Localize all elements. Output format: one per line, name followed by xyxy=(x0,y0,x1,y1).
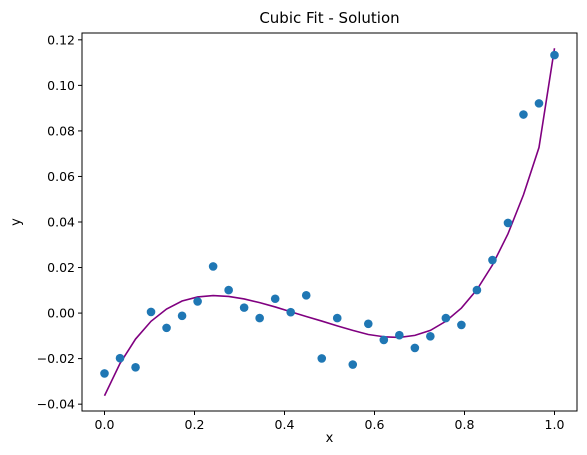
data-point xyxy=(426,332,435,341)
data-point xyxy=(317,354,327,363)
data-point xyxy=(270,294,280,304)
data-point xyxy=(488,255,497,265)
data-point xyxy=(193,297,202,306)
y-tick-label: 0.12 xyxy=(47,32,75,47)
data-point xyxy=(503,218,513,228)
x-tick-label: 1.0 xyxy=(545,417,565,432)
data-point xyxy=(131,362,140,372)
x-tick-label: 0.0 xyxy=(95,417,115,432)
data-point xyxy=(115,353,125,363)
data-point xyxy=(255,313,264,323)
data-point xyxy=(348,360,358,369)
data-point xyxy=(550,50,559,60)
data-point xyxy=(395,330,404,340)
data-point xyxy=(146,307,156,317)
data-point xyxy=(224,285,233,295)
data-point xyxy=(410,343,420,353)
x-tick-label: 0.8 xyxy=(455,417,475,432)
y-tick-label: −0.02 xyxy=(37,351,75,366)
data-point xyxy=(363,319,373,329)
chart-title: Cubic Fit - Solution xyxy=(259,9,399,27)
data-point xyxy=(162,323,171,333)
x-tick-label: 0.6 xyxy=(365,417,385,432)
y-tick-label: 0.06 xyxy=(47,169,75,184)
y-tick-label: −0.04 xyxy=(37,397,75,412)
data-point xyxy=(379,335,389,345)
data-point xyxy=(100,369,109,378)
y-tick-label: 0.08 xyxy=(47,123,75,138)
data-point xyxy=(472,285,482,295)
data-point xyxy=(286,307,296,317)
x-axis-label: x xyxy=(326,431,334,446)
x-tick-label: 0.4 xyxy=(275,417,295,432)
y-tick-label: 0.04 xyxy=(47,215,75,230)
plot-frame xyxy=(81,32,578,412)
data-point xyxy=(332,313,342,323)
plot-area xyxy=(100,48,559,397)
data-point xyxy=(208,262,218,271)
data-point xyxy=(441,313,451,323)
data-point xyxy=(534,99,544,108)
x-tick-label: 0.2 xyxy=(185,417,205,432)
data-point xyxy=(177,311,187,321)
y-tick-label: 0.02 xyxy=(47,260,75,275)
y-tick-label: 0.00 xyxy=(47,306,75,321)
y-axis: −0.04 −0.02 0.00 0.02 0.04 0.06 0.08 0.10 0.12 xyxy=(37,32,82,412)
y-tick-label: 0.10 xyxy=(47,78,75,93)
data-point xyxy=(301,291,311,300)
x-axis: 0.0 0.2 0.4 0.6 0.8 1.0 xyxy=(95,411,565,432)
fit-line xyxy=(103,48,556,397)
data-point xyxy=(457,320,466,330)
data-point xyxy=(239,303,249,312)
y-axis-label: y xyxy=(9,218,24,226)
data-point xyxy=(519,110,528,119)
